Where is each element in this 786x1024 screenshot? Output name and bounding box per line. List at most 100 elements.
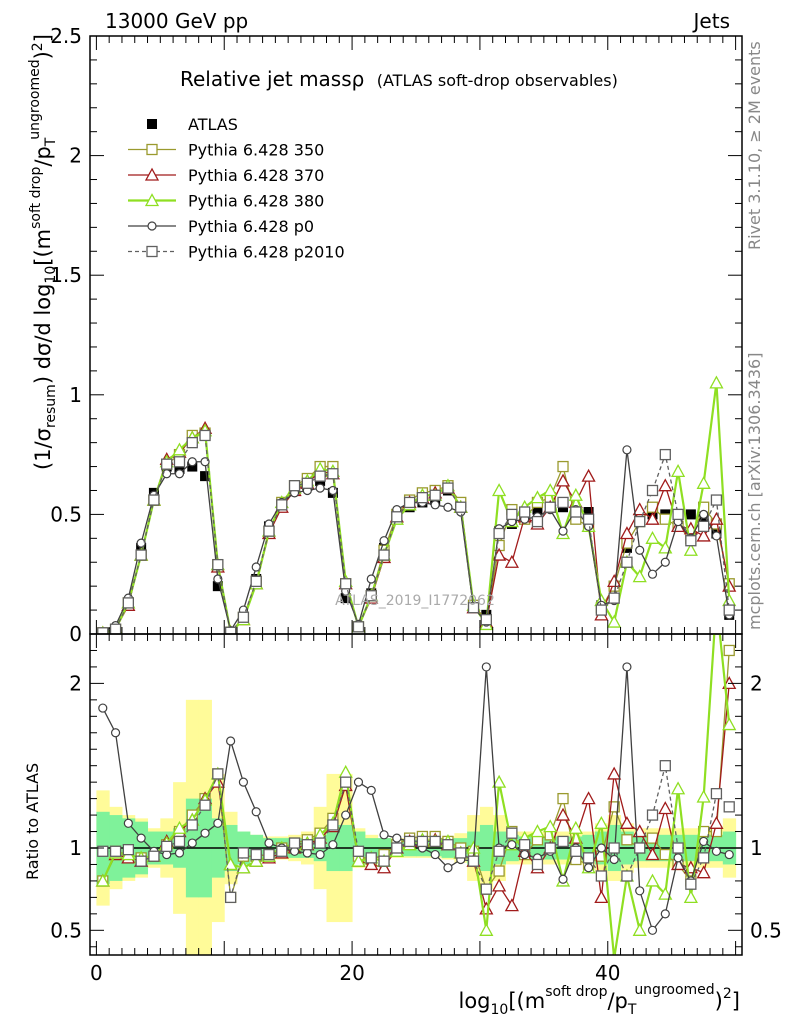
ratio-y-tick-label-right: 2 bbox=[750, 671, 763, 695]
point-atlas bbox=[174, 463, 185, 474]
point-p0 bbox=[443, 502, 453, 512]
ratio-point-p2010 bbox=[365, 852, 377, 864]
ratio-point-p380 bbox=[95, 873, 110, 887]
ratio-point-p380 bbox=[632, 922, 647, 936]
point-p2010 bbox=[570, 506, 582, 518]
legend-marker-p0 bbox=[147, 221, 157, 231]
mcplots-label: mcplots.cern.ch [arXiv:1306.3436] bbox=[745, 353, 764, 630]
ratio-point-p0 bbox=[520, 849, 530, 860]
ratio-point-p0 bbox=[724, 849, 734, 860]
ratio-point-p380 bbox=[236, 860, 251, 874]
point-p2010 bbox=[212, 558, 224, 571]
ratio-point-p0 bbox=[392, 833, 402, 843]
ratio-point-p2010 bbox=[582, 852, 595, 864]
ratio-point-p2010 bbox=[685, 878, 697, 890]
point-p2010 bbox=[250, 575, 262, 588]
point-p2010 bbox=[148, 494, 160, 506]
point-atlas bbox=[187, 461, 198, 472]
point-p2010 bbox=[263, 525, 275, 537]
ratio-point-p2010 bbox=[378, 855, 390, 867]
point-p2010 bbox=[97, 627, 109, 634]
ratio-point-p370 bbox=[492, 878, 507, 892]
ratio-point-p370 bbox=[594, 890, 609, 904]
ratio-point-p370 bbox=[607, 766, 622, 780]
ratio-data bbox=[90, 595, 742, 955]
plot-title: Relative jet massρ (ATLAS soft-drop obse… bbox=[180, 67, 618, 91]
legend-label-p2010: Pythia 6.428 p2010 bbox=[188, 243, 345, 262]
ratio-point-p2010 bbox=[557, 835, 569, 848]
ratio-point-p2010 bbox=[327, 819, 339, 831]
ratio-point-p0 bbox=[673, 853, 683, 863]
point-p0 bbox=[251, 562, 261, 572]
ratio-point-p0 bbox=[699, 836, 709, 847]
point-atlas bbox=[532, 504, 543, 515]
main-panel: 0 0.5 1 1.5 2 2.5 bbox=[50, 24, 743, 646]
point-p2010 bbox=[288, 480, 301, 492]
ratio-point-p370 bbox=[658, 801, 673, 815]
point-p0 bbox=[174, 469, 185, 479]
point-p2010 bbox=[416, 492, 429, 504]
ratio-point-p2010 bbox=[135, 855, 147, 867]
point-p380 bbox=[568, 487, 583, 501]
point-p380 bbox=[607, 614, 622, 628]
point-p0 bbox=[711, 531, 722, 541]
ratio-point-p2010 bbox=[416, 835, 429, 848]
main-data bbox=[97, 375, 737, 634]
ratio-point-p2010 bbox=[122, 843, 135, 856]
legend-marker-p350 bbox=[146, 143, 158, 156]
ylabel-main: (1/σresum) dσ/d log10[(msoft drop/pTungr… bbox=[27, 34, 59, 470]
ratio-point-p380 bbox=[710, 595, 722, 606]
x-tick-label: 40 bbox=[595, 961, 620, 985]
ratio-point-p380 bbox=[172, 820, 187, 834]
point-p2010 bbox=[403, 496, 416, 509]
ratio-point-p2010 bbox=[710, 788, 723, 800]
point-p380 bbox=[632, 569, 647, 583]
ratio-y-tick-label-right: 0.5 bbox=[750, 918, 782, 942]
legend-item-p2010: Pythia 6.428 p2010 bbox=[128, 243, 345, 262]
point-p2010 bbox=[352, 621, 365, 633]
point-p2010 bbox=[442, 482, 454, 494]
point-p0 bbox=[430, 500, 440, 510]
ratio-point-p2010 bbox=[391, 842, 403, 854]
ratio-point-p0 bbox=[123, 818, 133, 828]
ratio-panel: 0 20 40 0.5 0.5 1 1 2 2 bbox=[50, 595, 782, 985]
point-p2010 bbox=[365, 590, 377, 602]
point-p0 bbox=[647, 569, 658, 579]
ratio-point-p380 bbox=[338, 764, 353, 778]
ratio-point-p350 bbox=[557, 792, 569, 805]
point-p370 bbox=[632, 502, 647, 516]
point-p2010 bbox=[224, 626, 237, 634]
ratio-series-p2010 bbox=[97, 760, 735, 904]
ratio-y-tick-label: 1 bbox=[69, 836, 82, 860]
ratio-point-p2010 bbox=[570, 845, 582, 857]
point-p2010 bbox=[659, 448, 671, 461]
ratio-point-p0 bbox=[443, 863, 453, 873]
ratio-point-p2010 bbox=[455, 847, 467, 859]
ratio-point-p2010 bbox=[429, 835, 441, 848]
legend-label-p350: Pythia 6.428 350 bbox=[188, 141, 324, 160]
y-tick-label: 1.5 bbox=[50, 263, 82, 287]
legend: ATLAS Pythia 6.428 350 Pythia 6.428 370 Pyt… bbox=[128, 115, 345, 262]
y-tick-label: 2 bbox=[69, 144, 82, 168]
point-p2010 bbox=[237, 611, 250, 623]
point-p2010 bbox=[723, 604, 735, 616]
ratio-point-p0 bbox=[174, 848, 185, 858]
ratio-point-p2010 bbox=[314, 837, 326, 849]
point-p2010 bbox=[634, 515, 646, 528]
point-p370 bbox=[658, 478, 673, 492]
point-p370 bbox=[619, 526, 635, 540]
ratio-point-p2010 bbox=[212, 768, 224, 780]
point-p2010 bbox=[595, 604, 608, 616]
ratio-point-p370 bbox=[709, 815, 724, 829]
y-tick-label: 1 bbox=[69, 383, 82, 407]
x-tick-label: 0 bbox=[90, 961, 103, 985]
ratio-point-p0 bbox=[200, 828, 210, 838]
ratio-point-p350 bbox=[723, 644, 735, 657]
point-p380 bbox=[696, 475, 711, 489]
ratio-point-p2010 bbox=[672, 842, 684, 854]
point-p2010 bbox=[340, 578, 352, 590]
ratio-point-p380 bbox=[696, 789, 711, 803]
point-p2010 bbox=[697, 520, 710, 533]
point-p380 bbox=[645, 530, 660, 544]
ratio-point-p0 bbox=[110, 728, 121, 738]
